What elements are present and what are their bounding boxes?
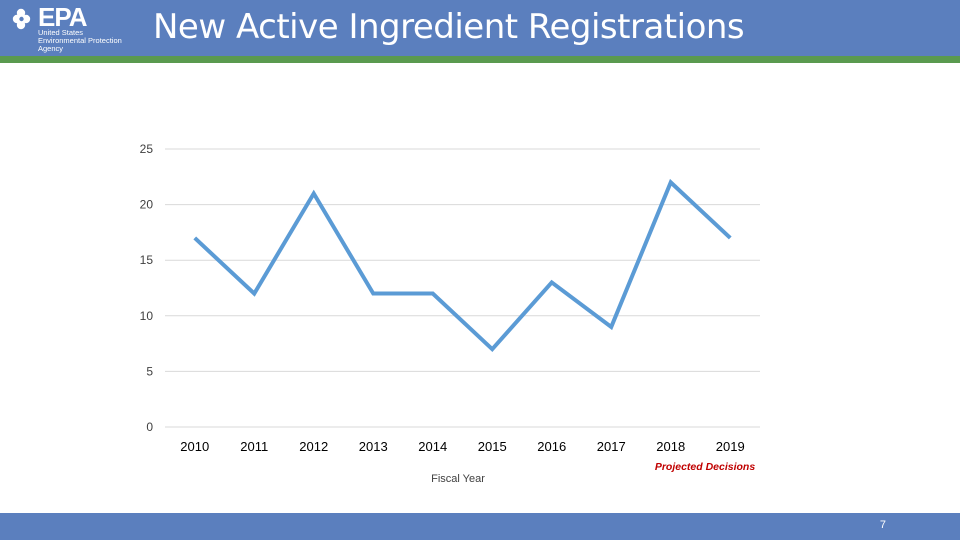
x-axis-ticks: 2010 2011 2012 2013 2014 2015 2016 2017 2018 2019	[180, 439, 744, 454]
x-tick-label: 2013	[359, 439, 388, 454]
logo-subtitle: United States Environmental Protection A…	[38, 29, 148, 52]
logo-line: Agency	[38, 43, 64, 53]
y-tick-label: 5	[146, 364, 153, 378]
y-tick-label: 20	[140, 198, 154, 212]
header-stripe	[0, 56, 960, 63]
y-axis-ticks: 0 5 10 15 20 25	[140, 142, 154, 434]
y-tick-label: 15	[140, 253, 154, 267]
epa-flower-icon	[12, 8, 31, 30]
epa-logo[interactable]: EPA United States Environmental Protecti…	[12, 2, 142, 54]
logo-wordmark: EPA	[38, 2, 88, 32]
x-tick-label: 2015	[478, 439, 507, 454]
x-axis-label: Fiscal Year	[431, 473, 485, 485]
y-tick-label: 25	[140, 142, 154, 156]
x-tick-label: 2018	[656, 439, 685, 454]
x-tick-label: 2010	[180, 439, 209, 454]
header-bar: EPA United States Environmental Protecti…	[0, 0, 960, 56]
logo-line: United States	[38, 28, 84, 37]
x-tick-label: 2017	[597, 439, 626, 454]
data-points	[194, 182, 731, 350]
x-tick-label: 2011	[240, 439, 268, 454]
footer-bar: 7	[0, 513, 960, 540]
chart-grid	[165, 148, 760, 428]
page-number: 7	[879, 519, 886, 531]
x-tick-label: 2014	[418, 439, 447, 454]
series-line	[193, 178, 732, 353]
page-title: New Active Ingredient Registrations	[153, 7, 745, 47]
x-tick-label: 2012	[299, 439, 328, 454]
x-tick-label: 2016	[537, 439, 566, 454]
annotation-projected: Projected Decisions	[655, 461, 756, 473]
y-tick-label: 0	[146, 420, 153, 434]
logo-line: Environmental Protection	[38, 35, 122, 45]
y-tick-label: 10	[140, 309, 154, 323]
x-tick-label: 2019	[716, 439, 745, 454]
